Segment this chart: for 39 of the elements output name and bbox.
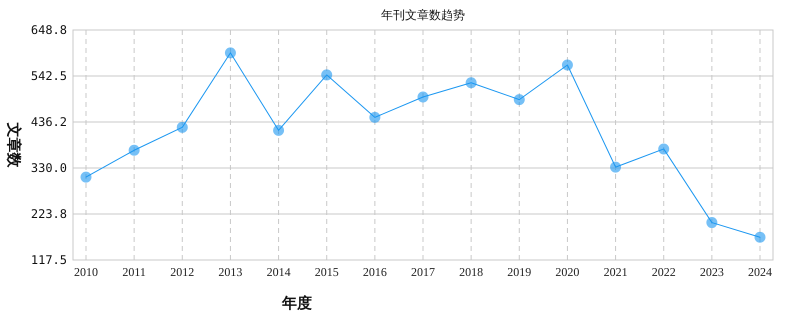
x-tick-label: 2022 [652, 265, 676, 279]
x-tick-label: 2020 [555, 265, 580, 279]
y-tick-label: 436.2 [30, 115, 67, 130]
x-tick-label: 2010 [74, 265, 98, 279]
x-tick-label: 2017 [411, 265, 435, 279]
point [754, 232, 766, 243]
point [610, 162, 622, 173]
point [466, 77, 477, 88]
x-tick-label: 2016 [362, 265, 387, 279]
point [224, 47, 236, 58]
x-tick-label: 2019 [507, 265, 532, 279]
x-tick-label: 2015 [314, 265, 339, 279]
x-tick-label: 2024 [748, 265, 772, 279]
point [321, 69, 332, 80]
y-tick-label: 330.0 [30, 161, 67, 176]
y-tick-label: 117.5 [30, 253, 67, 267]
x-tick-label: 2014 [266, 265, 291, 279]
x-tick-label: 2012 [170, 265, 194, 279]
x-tick-label: 2013 [218, 265, 242, 279]
y-tick-label: 223.8 [30, 206, 67, 221]
y-tick-label: 648.8 [30, 23, 67, 37]
y-tick-label: 542.5 [30, 69, 67, 84]
point [176, 122, 188, 133]
x-tick-label: 2011 [122, 265, 146, 279]
x-tick-label: 2023 [700, 265, 724, 279]
point [514, 94, 525, 106]
point [80, 172, 92, 183]
x-axis-title: 年度 [281, 294, 312, 312]
point [128, 144, 140, 156]
point [273, 124, 284, 136]
point [562, 59, 573, 70]
chart-title: 年刊文章数趋势 [381, 8, 465, 22]
x-tick-label: 2018 [459, 265, 484, 279]
y-axis-title: 文章数 [5, 122, 23, 168]
x-tick-label: 2021 [604, 265, 628, 279]
point [706, 217, 718, 228]
point [418, 92, 428, 103]
point [658, 143, 670, 154]
point [369, 112, 380, 123]
